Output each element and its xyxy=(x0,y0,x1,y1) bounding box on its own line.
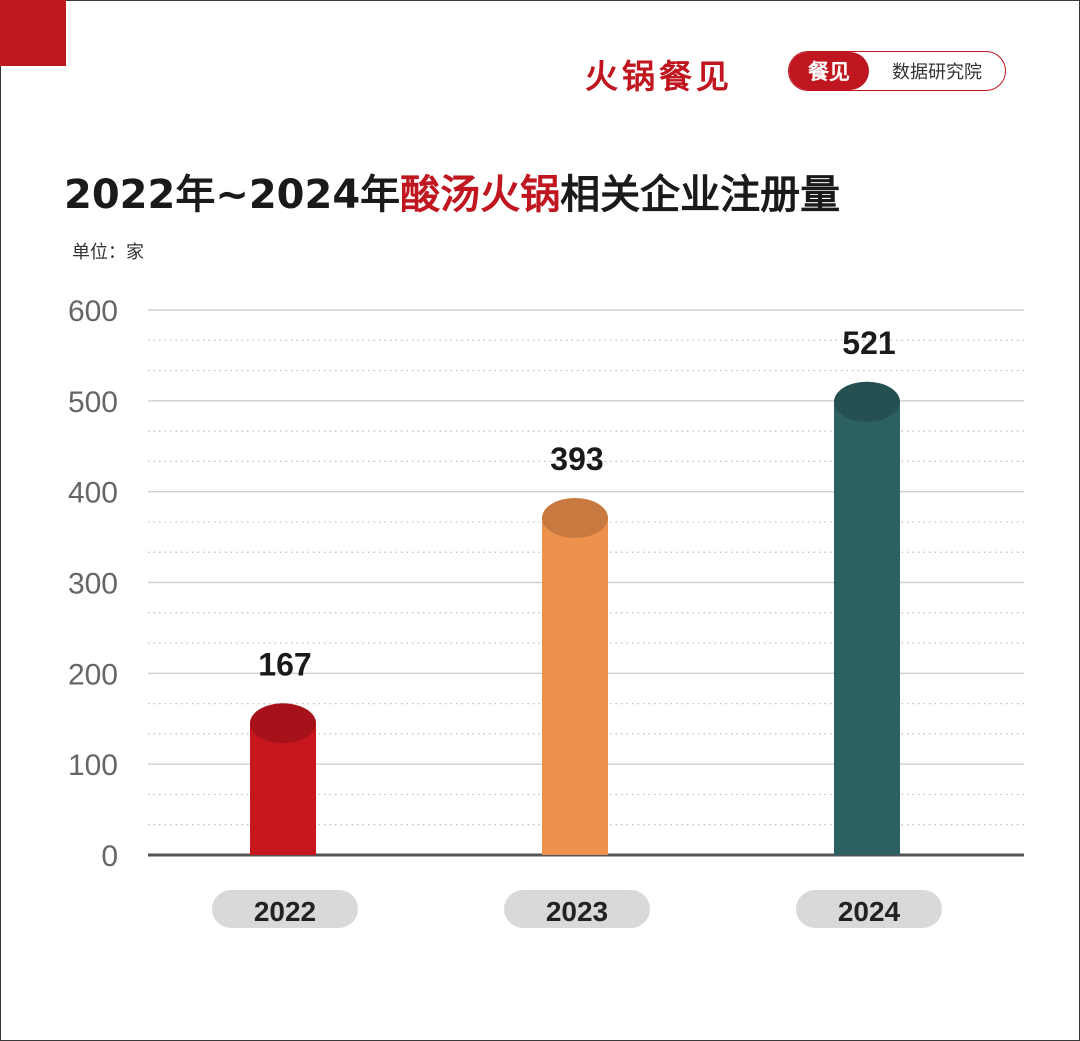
bar-cap-2022 xyxy=(250,703,316,744)
x-tick-label-2024: 2024 xyxy=(838,896,901,927)
bar-cap-2023 xyxy=(542,498,608,539)
bar-2022 xyxy=(250,723,316,855)
value-label-2022: 167 xyxy=(258,646,311,682)
x-category-pill-2024 xyxy=(796,890,942,928)
badge-brand-label: 餐见 xyxy=(789,52,869,90)
x-tick-label-2022: 2022 xyxy=(254,896,316,927)
bar-cap-shade-2024 xyxy=(834,381,900,422)
y-tick-label: 200 xyxy=(68,658,118,691)
x-category-pill-2023 xyxy=(504,890,650,928)
x-tick-label-2023: 2023 xyxy=(546,896,608,927)
badge-institute-label: 数据研究院 xyxy=(892,62,982,83)
bar-cap-shade-2022 xyxy=(250,703,316,744)
y-tick-label: 500 xyxy=(68,386,118,419)
chart-title-part1: 2022年~2024年 xyxy=(64,172,401,218)
corner-accent xyxy=(0,0,66,66)
bar-2023 xyxy=(542,518,608,855)
y-tick-label: 100 xyxy=(68,749,118,782)
brand-logo-text: 火锅餐见 xyxy=(585,57,733,96)
value-label-2024: 521 xyxy=(842,325,895,361)
chart-title-highlight: 酸汤火锅 xyxy=(400,172,561,218)
chart-title: 2022年~2024年酸汤火锅相关企业注册量 xyxy=(64,162,840,220)
bar-2024 xyxy=(834,401,900,855)
bar-cap-2024 xyxy=(834,381,900,422)
chart-title-part2: 相关企业注册量 xyxy=(560,172,841,218)
y-tick-label: 300 xyxy=(68,568,118,601)
y-tick-label: 600 xyxy=(68,295,118,328)
value-label-2023: 393 xyxy=(550,441,603,477)
unit-label: 单位：家 xyxy=(72,242,144,263)
research-badge: 餐见 数据研究院 xyxy=(788,51,1006,91)
bar-cap-shade-2023 xyxy=(542,498,608,539)
x-category-pill-2022 xyxy=(212,890,358,928)
y-tick-label: 400 xyxy=(68,477,118,510)
y-tick-label: 0 xyxy=(101,840,118,873)
